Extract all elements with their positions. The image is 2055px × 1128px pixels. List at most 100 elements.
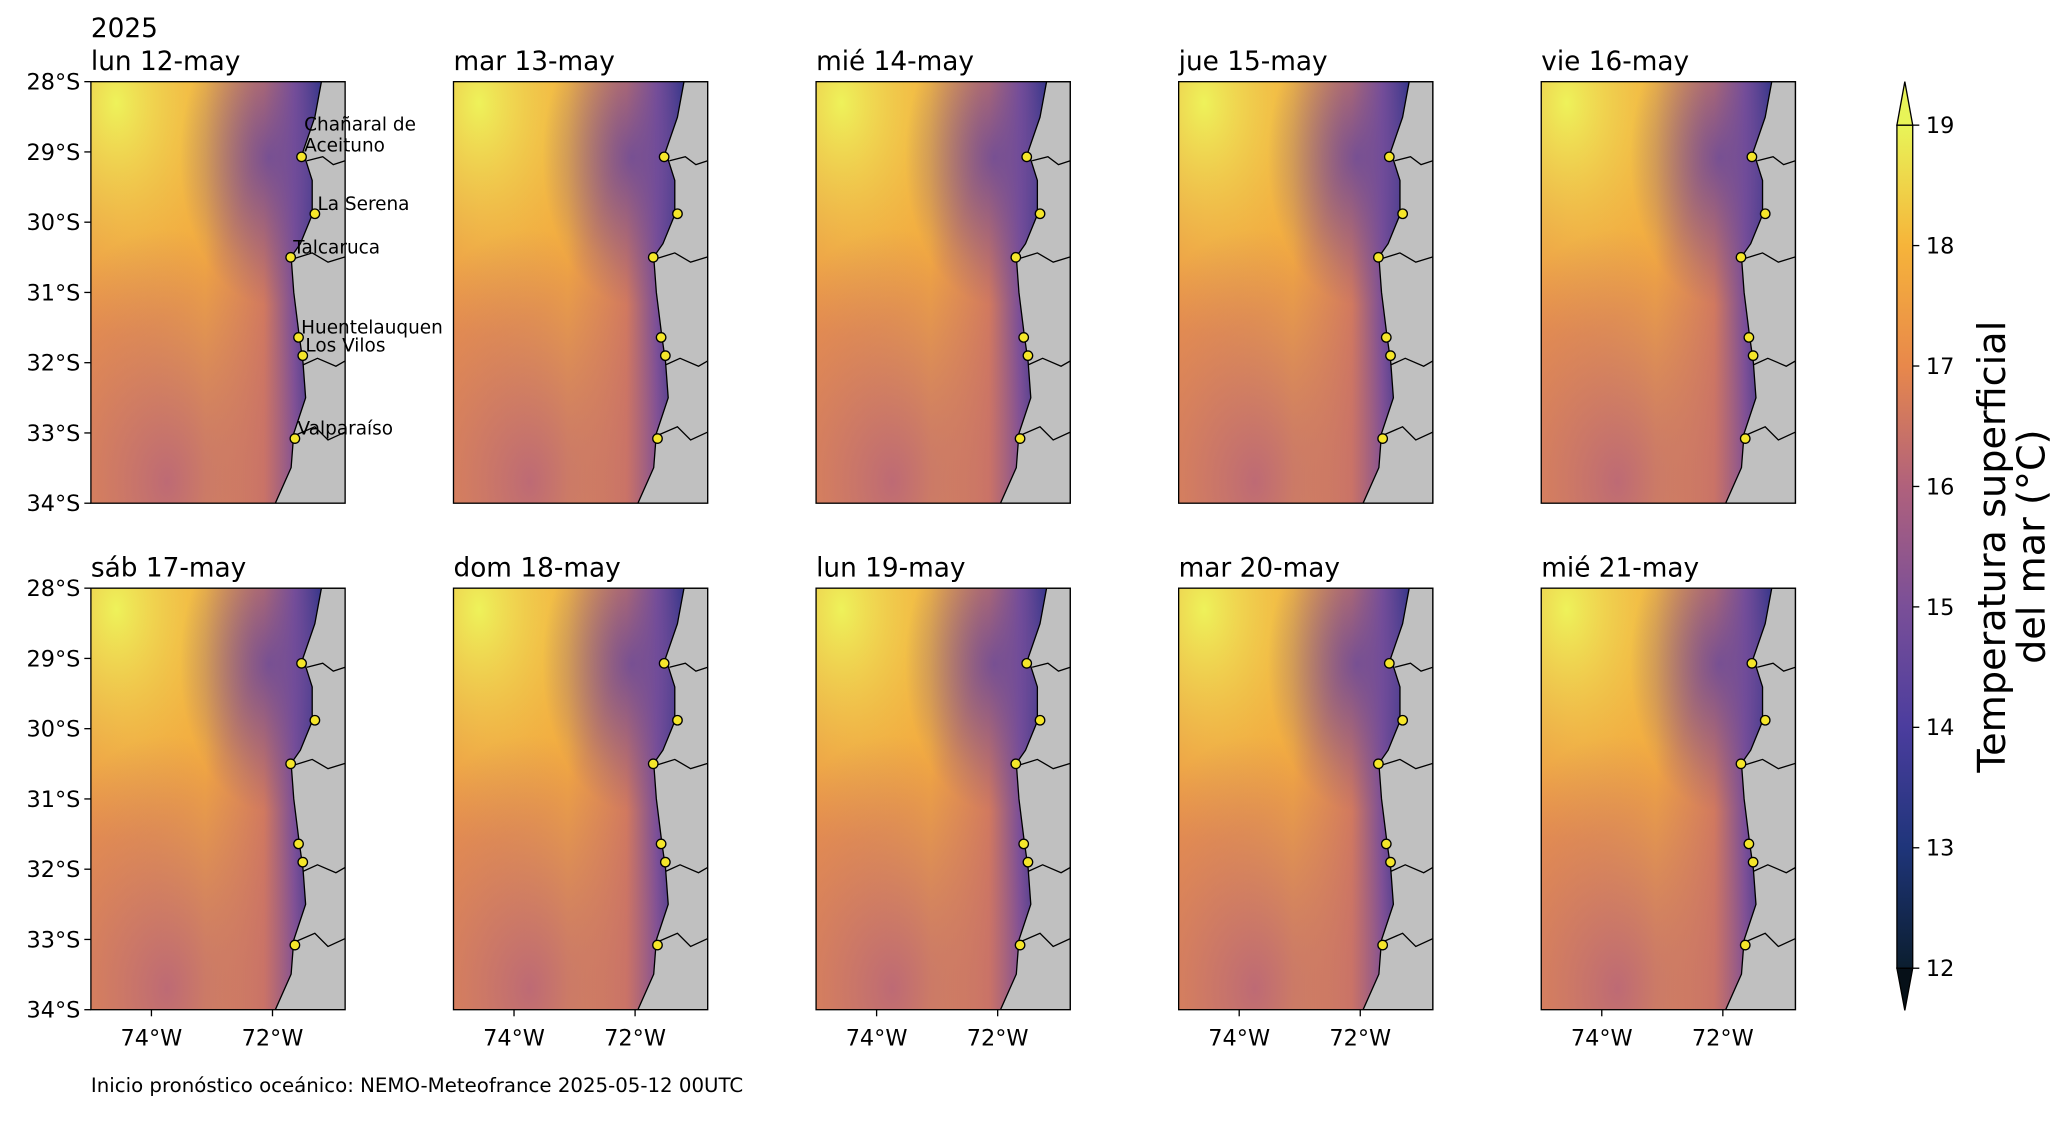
sst-field <box>1541 82 1795 504</box>
panel-title: sáb 17-may <box>91 553 246 583</box>
city-marker <box>1743 838 1755 850</box>
lon-tick-label: 72°W <box>967 1025 1029 1051</box>
city-label: La Serena <box>318 194 410 215</box>
city-marker <box>1743 332 1755 343</box>
lon-tick-label: 72°W <box>242 1025 304 1051</box>
city-marker <box>1759 714 1771 726</box>
footer: Inicio pronóstico oceánico: NEMO-Meteofr… <box>91 1074 743 1097</box>
city-marker <box>1747 856 1759 868</box>
city-marker <box>285 251 297 263</box>
colorbar-tick-label: 19 <box>1926 113 1954 139</box>
city-marker <box>1397 208 1409 220</box>
city-marker <box>647 758 659 770</box>
city-marker <box>1014 939 1026 951</box>
city-marker <box>289 433 301 444</box>
city-marker <box>1739 433 1751 444</box>
lat-tick-label: 34°S <box>26 491 80 517</box>
city-marker <box>297 350 309 362</box>
city-label: Los Vilos <box>305 336 385 357</box>
city-marker <box>1383 151 1395 163</box>
city-marker <box>1014 433 1026 444</box>
city-marker <box>285 758 297 770</box>
city-marker <box>1373 251 1384 263</box>
city-marker <box>1746 657 1758 669</box>
colorbar-tick-label: 14 <box>1926 715 1954 741</box>
sst-field <box>453 82 707 504</box>
city-marker <box>1022 350 1034 362</box>
city-marker <box>293 332 304 343</box>
panel-frame <box>1540 587 1797 1011</box>
city-marker <box>289 939 301 951</box>
city-marker <box>1377 433 1389 444</box>
city-marker <box>309 714 321 726</box>
map-panel: 74°W 72°W <box>1540 587 1797 1051</box>
city-marker <box>1380 838 1392 850</box>
sst-field <box>91 588 345 1010</box>
city-marker <box>652 433 663 444</box>
city-marker <box>1385 350 1396 362</box>
city-marker <box>647 251 659 263</box>
sst-field <box>1541 588 1795 1010</box>
sst-field <box>816 588 1070 1010</box>
map-panel <box>1540 81 1797 504</box>
city-marker <box>655 838 667 850</box>
city-marker <box>659 856 671 868</box>
colorbar-label: Temperatura superficial <box>1971 321 2015 774</box>
city-marker <box>1010 758 1022 770</box>
city-marker <box>1397 714 1409 726</box>
colorbar-extend-low <box>1896 967 1914 1011</box>
city-marker <box>293 838 304 850</box>
colorbar-tick-label: 16 <box>1926 474 1954 500</box>
panel-title: vie 16-may <box>1541 47 1689 77</box>
map-panel: 74°W 72°W <box>452 587 709 1051</box>
colorbar-tick-label: 18 <box>1926 233 1954 259</box>
colorbar <box>1896 125 1913 969</box>
city-marker <box>1021 151 1033 163</box>
panel-title: lun 12-may <box>91 47 240 77</box>
panel-title: mar 13-may <box>453 47 614 77</box>
city-marker <box>672 208 683 220</box>
colorbar-tick-label: 15 <box>1926 595 1954 621</box>
panel-title: mié 14-may <box>816 47 974 77</box>
panel-frame <box>452 81 709 504</box>
colorbar-tick-label: 12 <box>1926 956 1954 982</box>
lon-tick-label: 74°W <box>483 1025 545 1051</box>
panel-title: lun 19-may <box>816 553 965 583</box>
city-marker <box>672 714 683 726</box>
map-panel: 74°W 72°W <box>815 587 1071 1051</box>
lon-tick-label: 72°W <box>1692 1025 1754 1051</box>
city-marker <box>1735 251 1747 263</box>
city-marker <box>1385 856 1396 868</box>
colorbar-label: del mar (°C) <box>2010 429 2054 663</box>
city-marker <box>296 657 307 669</box>
city-marker <box>1739 939 1751 951</box>
lat-tick-label: 32°S <box>26 351 80 377</box>
city-marker <box>1022 856 1034 868</box>
lat-tick-label: 29°S <box>26 646 80 672</box>
city-marker <box>1021 657 1033 669</box>
lat-tick-label: 30°S <box>26 210 80 236</box>
sst-field <box>816 82 1070 504</box>
panel-frame <box>1178 587 1434 1011</box>
city-label: Huentelauquen <box>301 317 443 338</box>
city-marker <box>1377 939 1389 951</box>
city-marker <box>1383 657 1395 669</box>
city-label: Valparaíso <box>298 419 393 440</box>
lon-tick-label: 74°W <box>1208 1025 1270 1051</box>
city-marker <box>658 151 670 163</box>
map-panel <box>1178 81 1434 504</box>
city-marker <box>309 208 321 220</box>
panel-title: mar 20-may <box>1179 553 1340 583</box>
panel-frame <box>815 81 1071 504</box>
map-panel: 74°W 72°W <box>1178 587 1434 1051</box>
lat-tick-label: 32°S <box>26 857 80 883</box>
colorbar-tick-label: 13 <box>1926 836 1954 862</box>
sst-field <box>1179 82 1433 504</box>
panel-title: jue 15-may <box>1178 47 1328 77</box>
city-marker <box>1746 151 1758 163</box>
panel-frame <box>452 587 709 1011</box>
city-marker <box>296 151 307 163</box>
lat-tick-label: 28°S <box>26 576 80 602</box>
